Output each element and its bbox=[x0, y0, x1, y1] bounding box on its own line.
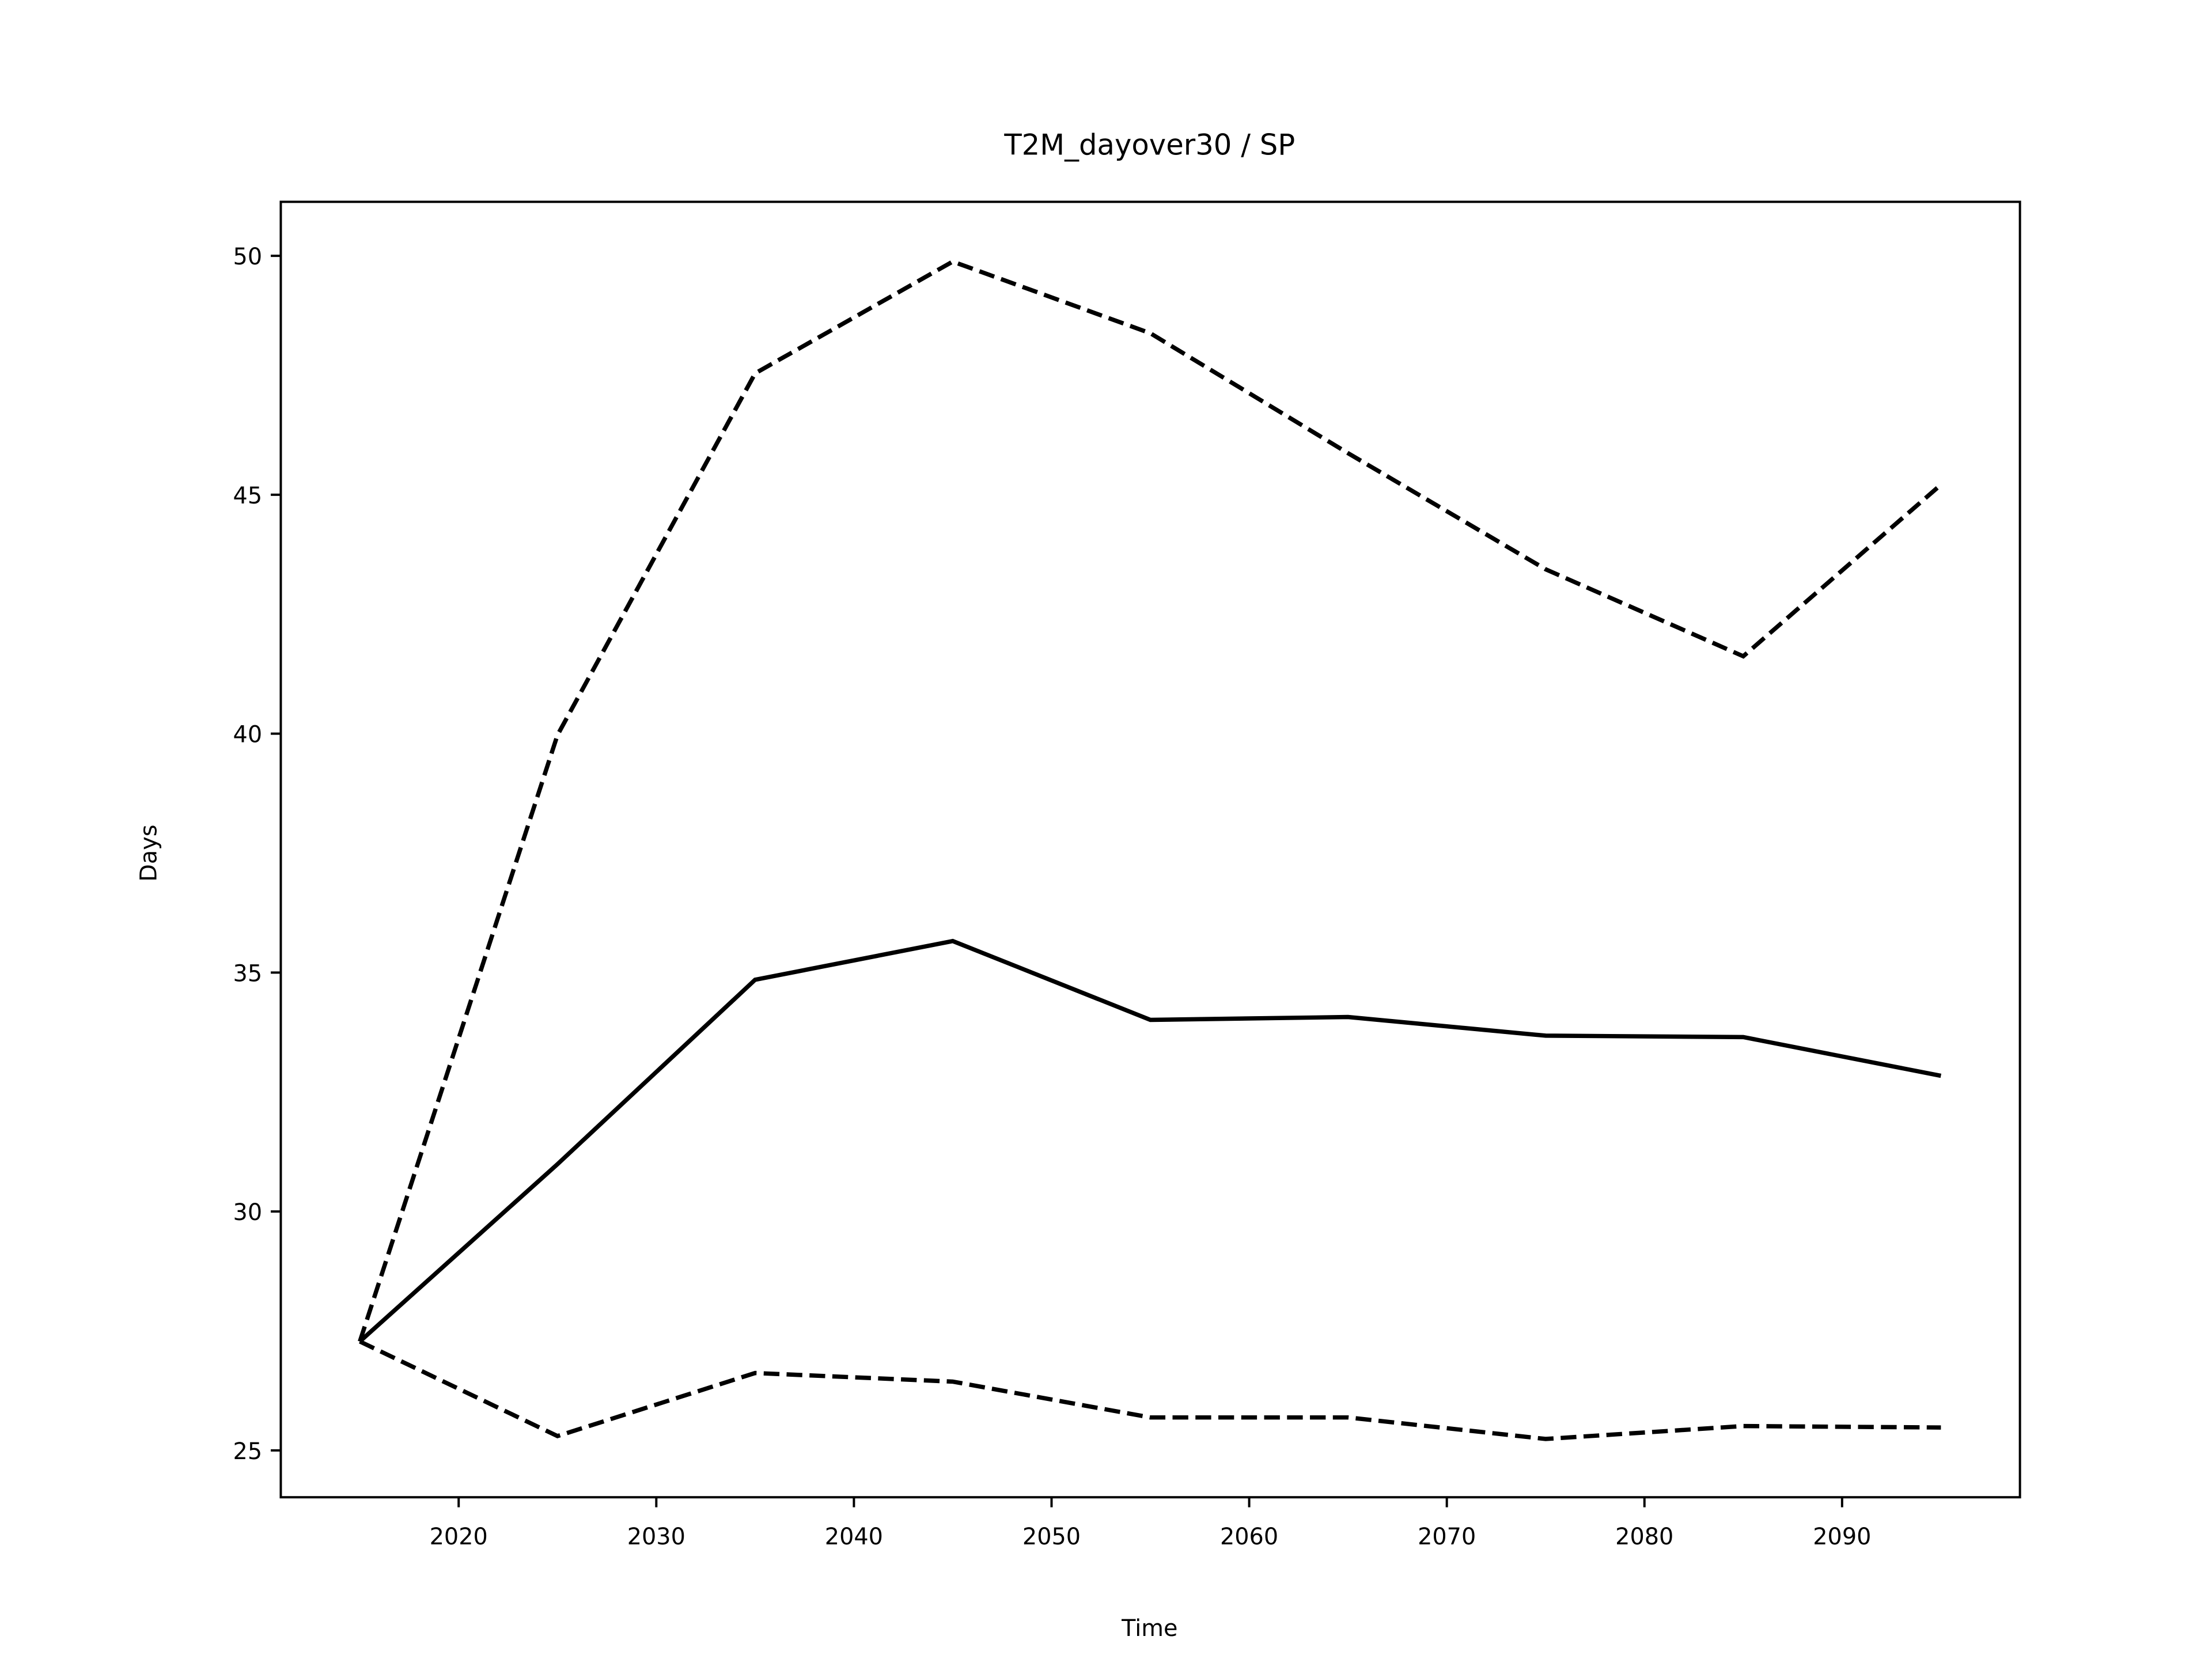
x-tick-label: 2020 bbox=[430, 1524, 488, 1550]
chart-title: T2M_dayover30 / SP bbox=[1003, 128, 1295, 161]
y-tick-label: 45 bbox=[233, 483, 263, 509]
y-tick-label: 35 bbox=[233, 960, 263, 987]
line-series bbox=[359, 1339, 1941, 1441]
x-tick-label: 2070 bbox=[1418, 1524, 1476, 1550]
x-tick-label: 2060 bbox=[1220, 1524, 1278, 1550]
y-tick-label: 25 bbox=[233, 1438, 263, 1465]
plot-frame bbox=[279, 200, 2021, 1499]
x-tick-label: 2050 bbox=[1022, 1524, 1081, 1550]
x-tick-label: 2030 bbox=[627, 1524, 685, 1550]
line-series bbox=[358, 938, 1942, 1343]
y-tick-label: 40 bbox=[233, 722, 263, 748]
y-tick-label: 50 bbox=[233, 244, 263, 270]
x-tick-label: 2040 bbox=[825, 1524, 883, 1550]
y-axis-label: Days bbox=[135, 824, 162, 881]
x-axis-label: Time bbox=[1121, 1615, 1177, 1642]
line-series bbox=[358, 259, 1942, 1342]
x-tick-label: 2080 bbox=[1615, 1524, 1673, 1550]
y-tick-label: 30 bbox=[233, 1199, 263, 1226]
x-tick-label: 2090 bbox=[1813, 1524, 1871, 1550]
